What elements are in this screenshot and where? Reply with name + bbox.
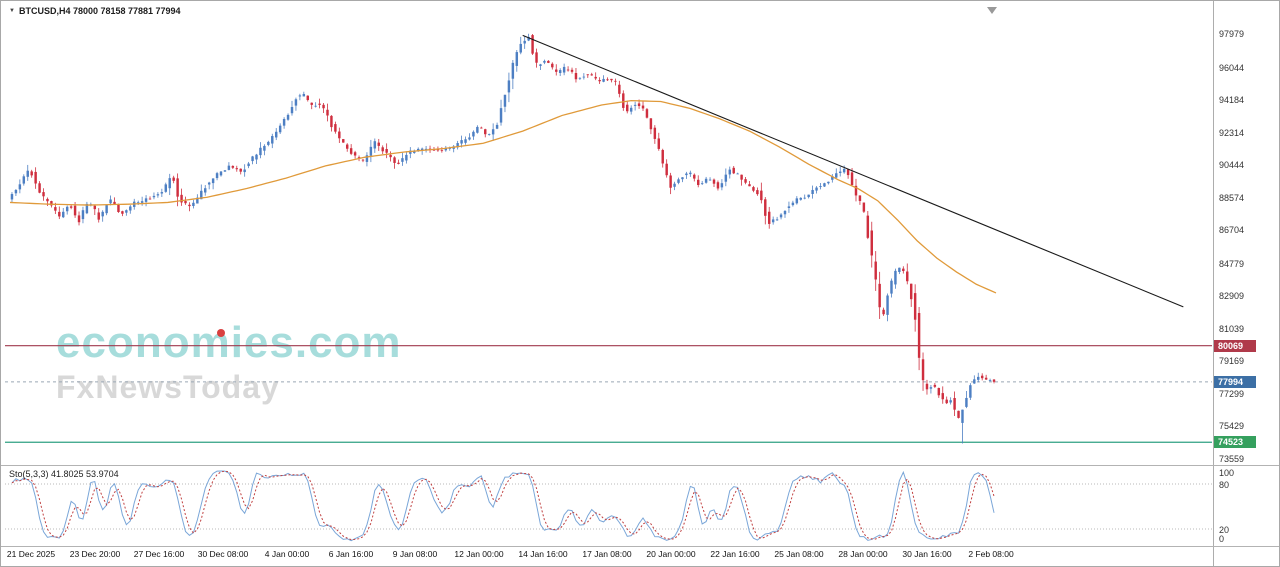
indicator-window-divider[interactable] [1, 465, 1279, 466]
watermark-brand-text: economies.com [56, 318, 402, 367]
symbol-ohlc-label: BTCUSD,H4 78000 78158 77881 77994 [18, 6, 181, 16]
watermark: economies.com FxNewsToday [56, 321, 402, 406]
watermark-red-dot-icon [217, 329, 225, 337]
indicator-label: Sto(5,3,3) 41.8025 53.9704 [9, 469, 119, 479]
time-axis-label: 25 Jan 08:00 [774, 549, 824, 559]
price-axis-label: 86704 [1219, 225, 1245, 236]
price-badge-support: 74523 [1214, 436, 1256, 449]
price-axis-label: 75429 [1219, 421, 1245, 432]
time-axis-label: 28 Jan 00:00 [838, 549, 888, 559]
chart-header: ▼ BTCUSD,H4 78000 78158 77881 77994 [9, 6, 181, 16]
indicator-axis-label: 20 [1219, 525, 1230, 535]
time-axis-label: 30 Dec 08:00 [197, 549, 249, 559]
chart-shift-marker-icon[interactable] [987, 7, 997, 14]
price-axis-label: 88574 [1219, 192, 1245, 203]
time-axis-divider[interactable] [1, 546, 1279, 547]
indicator-axis-label: 80 [1219, 480, 1230, 490]
time-axis-label: 2 Feb 08:00 [968, 549, 1014, 559]
time-axis-label: 9 Jan 08:00 [392, 549, 438, 559]
price-axis-label: 97979 [1219, 29, 1245, 39]
candlestick-series [10, 33, 996, 444]
time-axis-label: 22 Jan 16:00 [710, 549, 760, 559]
moving-average-line[interactable] [9, 99, 997, 294]
time-axis-label: 20 Jan 00:00 [646, 549, 696, 559]
time-axis-label: 30 Jan 16:00 [902, 549, 952, 559]
time-axis-label: 6 Jan 16:00 [328, 549, 374, 559]
price-axis-label: 92314 [1219, 127, 1245, 138]
indicator-axis-label: 100 [1219, 468, 1235, 478]
price-axis-label: 77299 [1219, 388, 1245, 399]
time-axis-label: 21 Dec 2025 [6, 549, 56, 559]
time-axis-label: 17 Jan 08:00 [582, 549, 632, 559]
price-axis-label: 90444 [1219, 160, 1245, 171]
time-axis-label: 4 Jan 00:00 [264, 549, 310, 559]
price-axis-label: 84779 [1219, 258, 1245, 269]
indicator-axis-label: 0 [1219, 534, 1225, 544]
symbol-dropdown-icon[interactable]: ▼ [9, 8, 15, 14]
time-axis-label: 23 Dec 20:00 [69, 549, 121, 559]
price-axis-label: 96044 [1219, 62, 1245, 73]
time-axis-label: 14 Jan 16:00 [518, 549, 568, 559]
stochastic-d-line [11, 470, 995, 541]
price-badge-current: 77994 [1214, 375, 1256, 388]
watermark-subbrand-text: FxNewsToday [56, 369, 280, 405]
price-axis-label: 94184 [1219, 95, 1245, 106]
price-axis-label: 73559 [1219, 454, 1245, 464]
descending-trendline[interactable] [522, 34, 1184, 308]
stochastic-k-line [11, 470, 995, 542]
price-badge-resistance: 80069 [1214, 339, 1256, 352]
price-axis-label: 82909 [1219, 291, 1245, 302]
price-axis-label: 81039 [1219, 323, 1245, 334]
time-axis-label: 12 Jan 00:00 [454, 549, 504, 559]
price-axis-strip [1213, 1, 1279, 566]
time-axis-label: 27 Dec 16:00 [133, 549, 185, 559]
price-axis-label: 79169 [1219, 356, 1245, 367]
